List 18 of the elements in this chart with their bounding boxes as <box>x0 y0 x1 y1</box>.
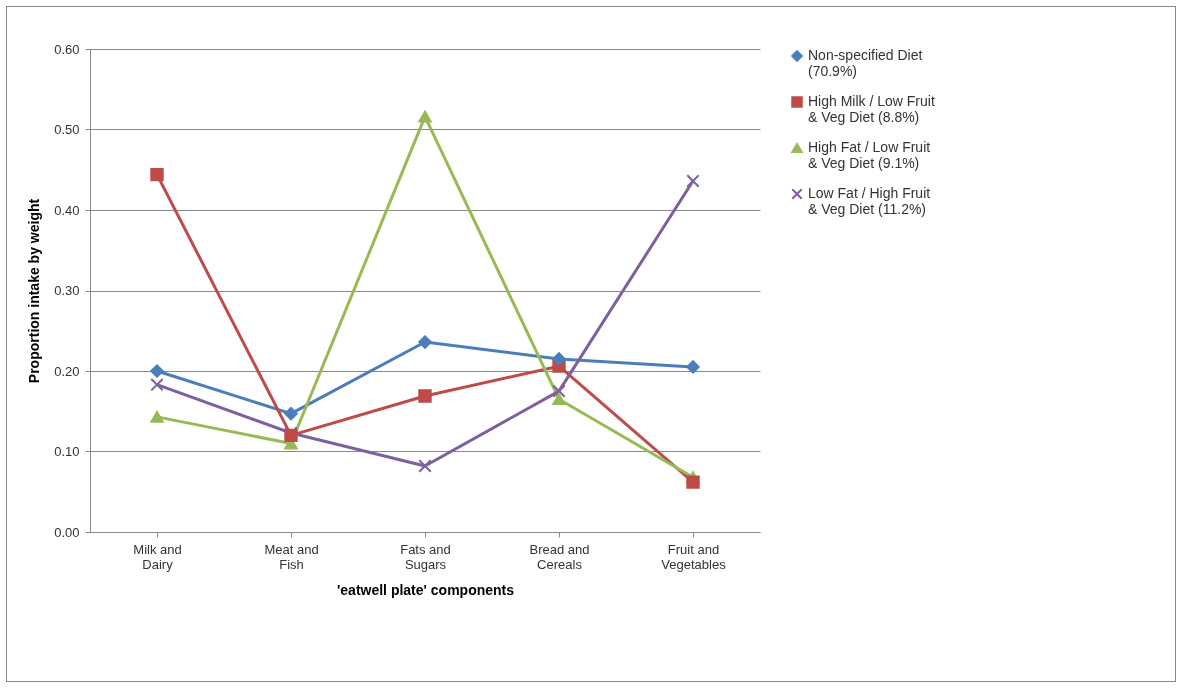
legend-label: High Fat / Low Fruit & Veg Diet (9.1%) <box>808 139 931 171</box>
y-tick-label: 0.00 <box>54 524 80 540</box>
x-tick-label: Fats and Sugars <box>400 541 451 572</box>
x-axis-title: 'eatwell plate' components <box>336 581 515 598</box>
x-tick-label: Fruit and Vegetables <box>661 541 727 572</box>
legend-label: Low Fat / High Fruit & Veg Diet (11.2%) <box>808 185 931 217</box>
y-tick-label: 0.60 <box>54 41 80 57</box>
y-tick-label: 0.30 <box>54 283 80 298</box>
y-tick-label: 0.10 <box>54 444 80 459</box>
x-tick-label: Meat and Fish <box>264 541 319 572</box>
y-tick-label: 0.40 <box>54 202 80 218</box>
y-axis-title: Proportion intake by weight <box>26 198 43 384</box>
y-tick-label: 0.50 <box>54 122 80 137</box>
x-tick-label: Milk and Dairy <box>133 541 182 572</box>
legend-label: High Milk / Low Fruit & Veg Diet (8.8%) <box>808 93 935 125</box>
x-tick-label: Bread and Cereals <box>529 541 590 572</box>
legend-label: Non-specified Diet (70.9%) <box>808 47 923 79</box>
y-tick-label: 0.20 <box>54 363 80 379</box>
